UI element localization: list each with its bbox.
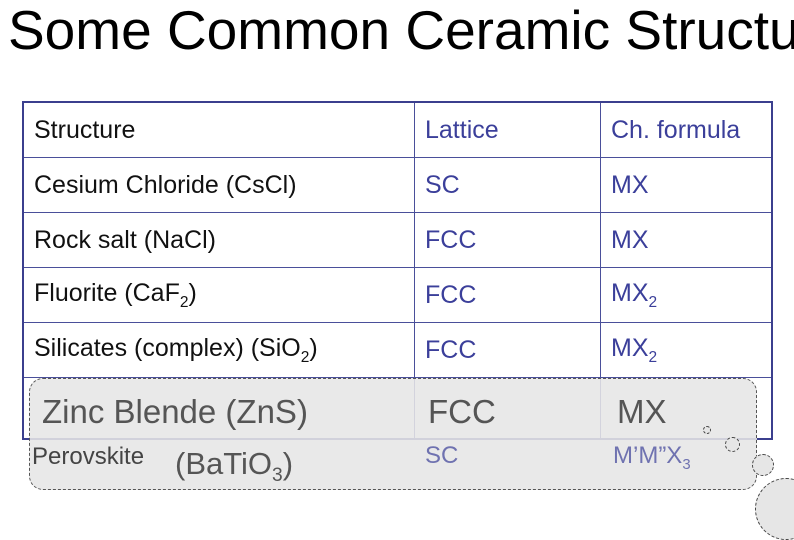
bubble-dot [703, 426, 711, 434]
header-structure: Structure [22, 101, 415, 158]
structure-cell: Cesium Chloride (CsCl) [22, 157, 415, 213]
structure-cell: Rock salt (NaCl) [22, 212, 415, 268]
table-row: Rock salt (NaCl) FCC MX [22, 212, 773, 268]
table-header-row: Structure Lattice Ch. formula [22, 101, 773, 158]
perovskite-ch-formula: M’M”X3 [613, 442, 691, 473]
formula-cell: MX [600, 212, 773, 268]
slide-title: Some Common Ceramic Structur [8, 0, 794, 61]
lattice-cell: FCC [414, 267, 601, 323]
structure-cell: Fluorite (CaF2) [22, 267, 415, 323]
table-row: Fluorite (CaF2) FCC MX2 [22, 267, 773, 323]
bubble-dot [755, 478, 794, 540]
bubble-dot [752, 454, 774, 476]
header-formula: Ch. formula [600, 101, 773, 158]
lattice-cell: FCC [414, 322, 601, 378]
formula-cell: MX [600, 157, 773, 213]
header-lattice: Lattice [414, 101, 601, 158]
lattice-cell: SC [414, 157, 601, 213]
formula-cell: MX2 [600, 322, 773, 378]
zinc-blende-lattice: FCC [428, 393, 496, 430]
perovskite-name: Perovskite [32, 443, 145, 470]
formula-cell: MX2 [600, 267, 773, 323]
perovskite-lattice: SC [425, 442, 459, 469]
lattice-cell: FCC [414, 212, 601, 268]
perovskite-chemical: (BaTiO3) [175, 446, 294, 487]
zinc-blende-formula: MX [617, 393, 667, 430]
table-row: Cesium Chloride (CsCl) SC MX [22, 157, 773, 213]
bubble-dot [725, 437, 740, 452]
zinc-blende-name: Zinc Blende (ZnS) [42, 393, 308, 430]
table-row: Silicates (complex) (SiO2) FCC MX2 [22, 322, 773, 378]
structure-cell: Silicates (complex) (SiO2) [22, 322, 415, 378]
thought-bubble-callout [29, 378, 757, 490]
